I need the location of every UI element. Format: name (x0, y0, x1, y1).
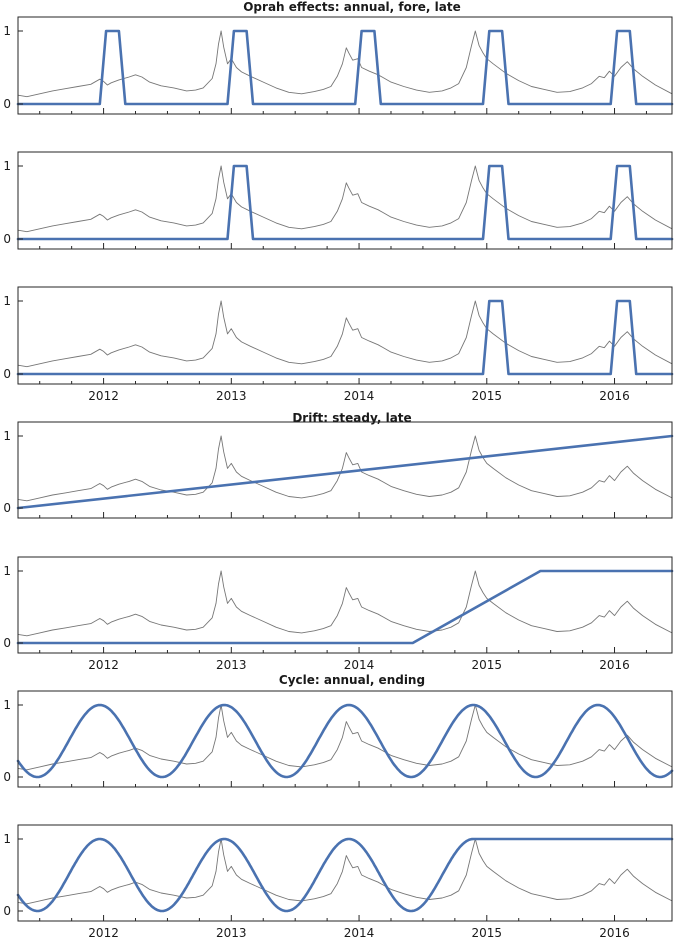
y-tick-label: 1 (3, 564, 11, 578)
y-tick-label: 0 (3, 636, 11, 650)
y-tick-label: 0 (3, 97, 11, 111)
y-tick-label: 0 (3, 904, 11, 918)
x-tick-label: 2012 (88, 389, 119, 403)
indicator-series-line (16, 299, 674, 376)
y-tick-label: 0 (3, 232, 11, 246)
x-tick-label: 2012 (88, 926, 119, 940)
plot-frame (17, 151, 673, 250)
x-tick-label: 2014 (344, 926, 375, 940)
x-tick-label: 2012 (88, 658, 119, 672)
plot-frame (17, 16, 673, 115)
x-tick-label: 2016 (599, 926, 630, 940)
x-tick-label: 2014 (344, 658, 375, 672)
x-tick-label: 2016 (599, 658, 630, 672)
x-tick-label: 2015 (472, 389, 503, 403)
plot-frame (17, 286, 673, 385)
y-tick-label: 1 (3, 24, 11, 38)
y-tick-label: 1 (3, 429, 11, 443)
panel-drift-late: 0 1 2012 2013 2014 2015 2016 (3, 556, 674, 672)
panel-oprah-late: 0 1 2012 2013 2014 2015 2016 (3, 286, 674, 403)
background-series-line (17, 30, 673, 98)
y-tick-label: 0 (3, 770, 11, 784)
y-tick-label: 1 (3, 294, 11, 308)
indicator-series-line (16, 164, 674, 241)
indicator-series-line (16, 29, 674, 106)
section-title-drift: Drift: steady, late (292, 411, 411, 425)
x-tick-label: 2015 (472, 658, 503, 672)
section-title-oprah: Oprah effects: annual, fore, late (243, 0, 461, 14)
plot-frame (17, 421, 673, 519)
x-tick-label: 2013 (216, 658, 247, 672)
y-tick-label: 0 (3, 367, 11, 381)
panel-oprah-annual: 01 (3, 16, 674, 115)
y-tick-label: 1 (3, 832, 11, 846)
panel-oprah-fore: 01 (3, 151, 674, 250)
x-tick-label: 2014 (344, 389, 375, 403)
background-series-line (17, 435, 673, 502)
indicator-series-line (16, 569, 674, 645)
background-series-line (17, 165, 673, 233)
panel-cycle-ending: 0 1 2012 2013 2014 2015 2016 (3, 824, 674, 940)
background-series-line (17, 570, 673, 637)
y-tick-label: 0 (3, 501, 11, 515)
x-tick-label: 2013 (216, 926, 247, 940)
indicator-series-line (16, 434, 674, 510)
indicator-series-line (16, 703, 674, 779)
y-tick-label: 1 (3, 698, 11, 712)
y-tick-label: 1 (3, 159, 11, 173)
panel-cycle-annual: 01 (3, 690, 674, 788)
indicator-series-line (16, 837, 674, 913)
section-title-cycle: Cycle: annual, ending (279, 673, 425, 687)
x-tick-label: 2015 (472, 926, 503, 940)
x-tick-label: 2013 (216, 389, 247, 403)
plot-frame (17, 824, 673, 922)
plot-frame (17, 556, 673, 654)
x-tick-label: 2016 (599, 389, 630, 403)
plot-frame (17, 690, 673, 788)
background-series-line (17, 300, 673, 368)
panel-drift-steady: 01 (3, 421, 674, 519)
